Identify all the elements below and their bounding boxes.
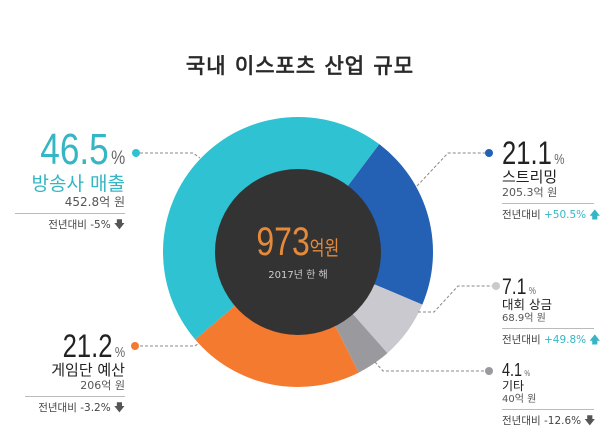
yoy-value: +50.5% — [543, 208, 587, 221]
dot-prize — [492, 282, 500, 290]
arrow-down-icon: 🡇 — [113, 400, 125, 414]
slice-name: 방송사 매출 — [31, 173, 125, 195]
label-streaming: 21.1% 스트리밍 205.3억 원 전년대비 +50.5% 🡅 — [502, 135, 600, 225]
center-total: 973억원 2017년 한 해 — [215, 222, 381, 281]
pct-unit: % — [554, 152, 565, 168]
slice-amount: 206억 원 — [80, 378, 125, 392]
yoy-value: -3.2% — [80, 401, 111, 414]
yoy-label: 전년대비 — [502, 415, 541, 428]
arrow-up-icon: 🡅 — [589, 207, 600, 221]
connector-streaming — [416, 152, 486, 187]
yoy-label: 전년대비 — [48, 219, 87, 232]
slice-amount: 205.3억 원 — [502, 185, 558, 199]
pct-unit: % — [524, 369, 531, 378]
pct-unit: % — [528, 286, 536, 297]
divider — [502, 327, 594, 329]
arrow-down-icon: 🡇 — [113, 218, 125, 232]
dot-streaming — [485, 149, 493, 157]
divider — [25, 395, 125, 397]
yoy-value: -12.6% — [543, 415, 582, 428]
connector-prize — [418, 285, 493, 313]
slice-name: 게임단 예산 — [51, 361, 125, 379]
connector-other — [374, 361, 485, 372]
divider — [502, 202, 594, 204]
connector-team — [140, 342, 200, 347]
slice-name: 스트리밍 — [502, 168, 558, 186]
slice-name: 대회 상금 — [502, 297, 552, 312]
yoy-value: +49.8% — [543, 333, 587, 346]
yoy-label: 전년대비 — [38, 401, 77, 414]
pct-value: 46.5 — [40, 125, 109, 174]
slice-0 — [347, 144, 433, 305]
pct-unit: % — [110, 147, 125, 169]
pct-value: 21.1 — [502, 135, 552, 171]
pct-unit: % — [114, 345, 125, 361]
total-value: 973 — [256, 220, 310, 264]
label-other: 4.1% 기타 40억 원 전년대비 -12.6% 🡇 — [502, 360, 596, 431]
slice-amount: 40억 원 — [502, 394, 537, 406]
pct-value: 7.1 — [502, 274, 527, 299]
yoy-value: -5% — [90, 219, 111, 232]
chart-title: 국내 이스포츠 산업 규모 — [185, 54, 415, 78]
dot-other — [485, 367, 493, 375]
pct-value: 21.2 — [62, 328, 113, 364]
slice-amount: 68.9억 원 — [502, 312, 546, 324]
pct-value: 4.1 — [502, 360, 523, 380]
divider — [502, 409, 594, 411]
label-broadcast: 46.5% 방송사 매출 452.8억 원 전년대비 -5% 🡇 — [15, 128, 125, 235]
label-team-budget: 21.2% 게임단 예산 206억 원 전년대비 -3.2% 🡇 — [25, 330, 125, 418]
connector-broadcast — [140, 152, 201, 159]
arrow-up-icon: 🡅 — [589, 332, 600, 346]
slice-amount: 452.8억 원 — [64, 194, 125, 209]
dot-team — [131, 342, 139, 350]
slice-4 — [162, 116, 380, 340]
dot-broadcast — [132, 149, 140, 157]
total-caption: 2017년 한 해 — [268, 270, 328, 281]
slice-3 — [195, 305, 359, 387]
divider — [15, 213, 125, 215]
yoy-label: 전년대비 — [502, 208, 541, 221]
donut-center — [215, 169, 381, 335]
slice-2 — [334, 313, 388, 373]
total-unit: 억원 — [309, 238, 340, 260]
yoy-label: 전년대비 — [502, 333, 541, 346]
label-prize: 7.1% 대회 상금 68.9억 원 전년대비 +49.8% 🡅 — [502, 274, 600, 350]
slice-name: 기타 — [502, 379, 525, 393]
slice-1 — [352, 283, 423, 354]
arrow-down-icon: 🡇 — [584, 414, 596, 428]
